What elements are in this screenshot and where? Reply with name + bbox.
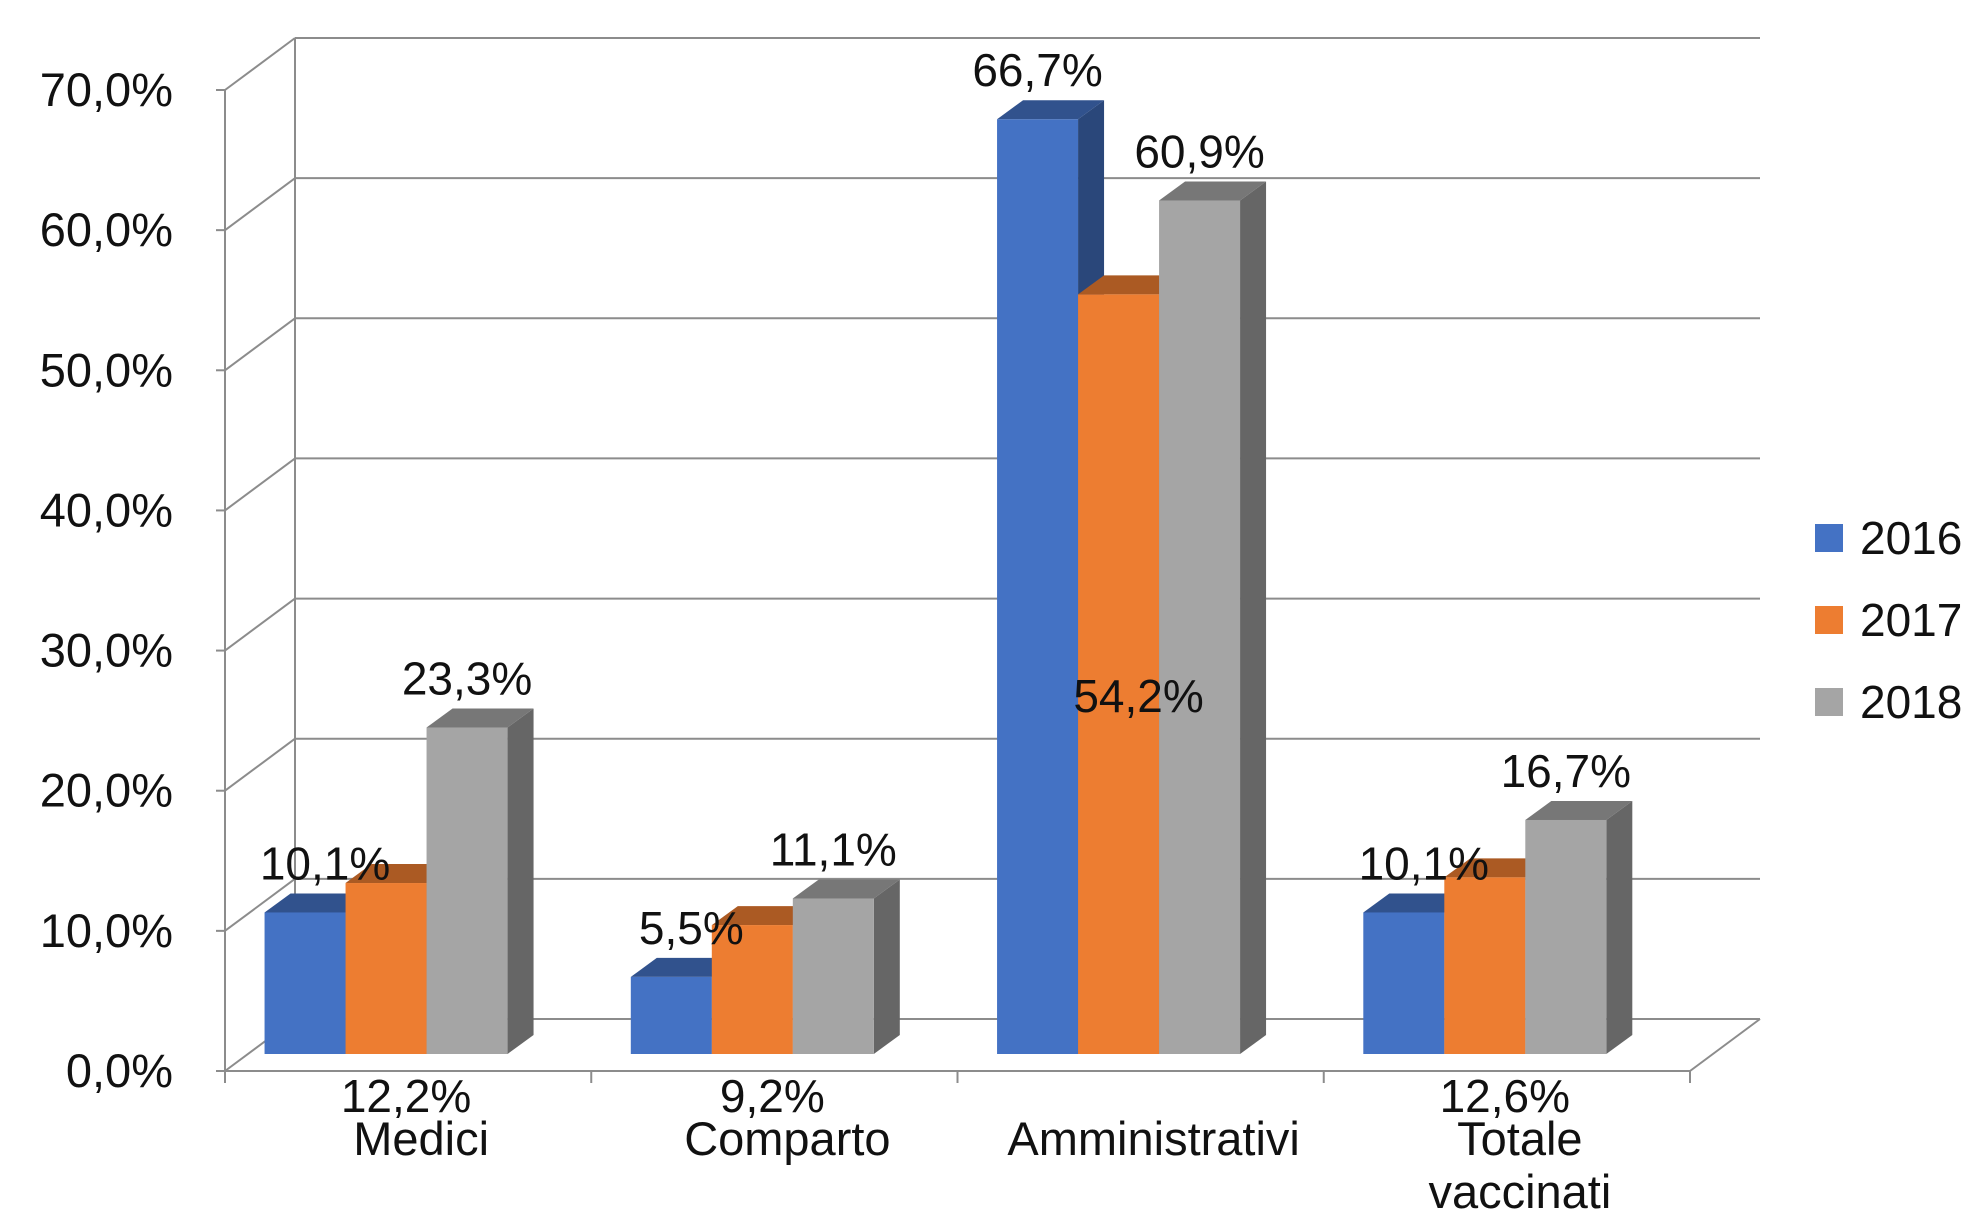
- side-gridline: [224, 37, 296, 91]
- data-labels: 10,1% 5,5% 66,7% 10,1% 12,2% 9,2% 54,2% 12,6% 23…: [260, 44, 1631, 1122]
- side-gridline: [224, 177, 296, 231]
- data-label: 10,1%: [1359, 837, 1489, 889]
- bar-top-2016: [997, 100, 1105, 120]
- bar-2017: [1444, 877, 1526, 1054]
- data-label: 11,1%: [770, 823, 897, 875]
- bar-top-2016: [1363, 893, 1471, 913]
- y-tick-label: 60,0%: [40, 203, 173, 256]
- bar-side-2018: [1606, 800, 1633, 1054]
- data-label: 66,7%: [972, 44, 1102, 96]
- bar-2017: [711, 925, 793, 1054]
- bar-top-2017: [1444, 858, 1552, 878]
- data-label: 12,6%: [1440, 1070, 1570, 1122]
- y-tick-label: 30,0%: [40, 624, 173, 677]
- legend-swatch-2016: [1815, 524, 1843, 552]
- side-gridline: [224, 317, 296, 372]
- bar-2016: [997, 119, 1079, 1055]
- data-label: 23,3%: [402, 652, 532, 704]
- side-gridline: [224, 597, 296, 652]
- category-label-line: Comparto: [684, 1112, 890, 1165]
- side-gridline: [224, 457, 296, 512]
- data-label: 12,2%: [341, 1070, 471, 1122]
- legend-swatch-2018: [1815, 688, 1843, 716]
- bar-top-2018: [792, 879, 900, 899]
- bars: [264, 100, 1633, 1055]
- side-gridline: [224, 878, 296, 932]
- bar-2018: [1525, 819, 1607, 1054]
- bar-top-2016: [264, 893, 372, 913]
- category-label-line: Totale: [1457, 1112, 1582, 1165]
- bar-top-2018: [1159, 181, 1267, 201]
- legend: 2016 2017 2018: [1815, 512, 1962, 728]
- category-label-line: Amministrativi: [1007, 1112, 1299, 1165]
- bar-2018: [1159, 200, 1241, 1054]
- bar-top-2017: [345, 864, 453, 884]
- y-tick-label: 0,0%: [66, 1044, 173, 1097]
- category-label: Medici: [353, 1112, 489, 1165]
- floor-right-edge: [1689, 1018, 1761, 1072]
- bar-2016: [1363, 912, 1445, 1054]
- bar-top-2018: [426, 708, 534, 728]
- bar-side-2018: [873, 879, 900, 1054]
- side-gridline: [224, 737, 296, 792]
- category-label-line: vaccinati: [1428, 1165, 1611, 1218]
- bar-top-2016: [630, 957, 738, 977]
- data-label: 10,1%: [260, 837, 390, 889]
- data-label: 9,2%: [720, 1070, 825, 1122]
- legend-label: 2016: [1860, 512, 1962, 564]
- data-label: 54,2%: [1073, 670, 1203, 722]
- bar-2018: [426, 727, 508, 1054]
- y-tick-label: 70,0%: [40, 63, 173, 116]
- chart-walls: [224, 38, 1761, 1072]
- legend-label: 2018: [1860, 676, 1962, 728]
- axes: 0,0% 10,0% 20,0% 30,0% 40,0% 50,0% 60,0% 70,0% M…: [40, 63, 1691, 1218]
- category-label: Amministrativi: [1007, 1112, 1299, 1165]
- y-tick-label: 50,0%: [40, 343, 173, 396]
- bar-2016: [630, 976, 712, 1054]
- bar-top-2017: [711, 906, 819, 926]
- data-label: 60,9%: [1134, 126, 1264, 178]
- data-label: 16,7%: [1501, 745, 1631, 797]
- y-tick-label: 10,0%: [40, 904, 173, 957]
- legend-label: 2017: [1860, 594, 1962, 646]
- y-tick-label: 20,0%: [40, 764, 173, 817]
- bar-side-2018: [1240, 181, 1267, 1054]
- category-label-line: Medici: [353, 1112, 489, 1165]
- legend-swatch-2017: [1815, 606, 1843, 634]
- bar-side-2018: [507, 708, 534, 1054]
- category-label: Totale vaccinati: [1428, 1112, 1611, 1218]
- bar-top-2018: [1525, 800, 1633, 820]
- bar-2016: [264, 912, 346, 1054]
- bar-top-2017: [1078, 275, 1186, 295]
- y-tick-label: 40,0%: [40, 483, 173, 536]
- data-label: 5,5%: [639, 902, 744, 954]
- bar-2017: [345, 883, 427, 1054]
- bar-2017: [1078, 294, 1160, 1054]
- category-label: Comparto: [684, 1112, 890, 1165]
- bar-2018: [792, 898, 874, 1054]
